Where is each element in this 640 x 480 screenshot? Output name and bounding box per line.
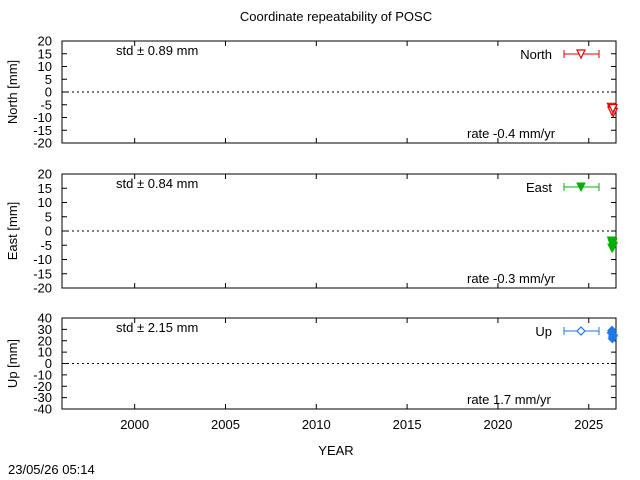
y-tick-label: -10 [33,110,52,125]
legend-marker [576,49,586,60]
timestamp: 23/05/26 05:14 [8,462,95,477]
y-tick-label: 5 [45,72,52,87]
y-tick-label: -30 [33,390,52,405]
y-tick-label: 0 [45,224,52,239]
y-axis-label: East [mm] [5,202,20,261]
y-tick-label: -15 [33,266,52,281]
y-tick-label: 30 [38,322,52,337]
y-tick-label: 15 [38,181,52,196]
legend-label: Up [535,324,552,339]
x-tick-label: 2000 [120,417,149,432]
y-tick-label: 20 [38,167,52,182]
rate-annotation: rate -0.4 mm/yr [467,126,556,141]
y-tick-label: -20 [33,136,52,151]
y-tick-label: -20 [33,281,52,296]
y-tick-label: 10 [38,195,52,210]
legend-label: East [526,180,552,195]
y-tick-label: -5 [40,97,52,112]
y-tick-label: -15 [33,123,52,138]
x-tick-label: 2010 [302,417,331,432]
x-tick-label: 2020 [483,417,512,432]
x-tick-label: 2025 [574,417,603,432]
std-annotation: std ± 2.15 mm [116,320,198,335]
rate-annotation: rate 1.7 mm/yr [467,392,551,407]
std-annotation: std ± 0.89 mm [116,43,198,58]
y-tick-label: 0 [45,85,52,100]
x-tick-label: 2005 [211,417,240,432]
data-point [608,237,618,248]
y-tick-label: 20 [38,333,52,348]
y-tick-label: -20 [33,379,52,394]
legend-marker [576,182,586,193]
y-tick-label: -5 [40,238,52,253]
y-tick-label: 0 [45,356,52,371]
data-point [607,103,618,114]
y-tick-label: -10 [33,367,52,382]
data-point [608,331,618,342]
y-tick-label: 10 [38,345,52,360]
y-tick-label: 15 [38,46,52,61]
y-tick-label: -40 [33,402,52,417]
std-annotation: std ± 0.84 mm [116,176,198,191]
x-axis-label: YEAR [318,443,353,458]
chart-title: Coordinate repeatability of POSC [240,9,432,24]
x-tick-label: 2015 [393,417,422,432]
rate-annotation: rate -0.3 mm/yr [467,271,556,286]
y-tick-label: -10 [33,252,52,267]
y-tick-label: 10 [38,59,52,74]
legend-label: North [520,47,552,62]
y-tick-label: 5 [45,209,52,224]
y-tick-label: 20 [38,34,52,49]
legend-marker [576,326,586,336]
y-axis-label: Up [mm] [5,339,20,388]
y-axis-label: North [mm] [5,60,20,124]
y-tick-label: 40 [38,311,52,326]
